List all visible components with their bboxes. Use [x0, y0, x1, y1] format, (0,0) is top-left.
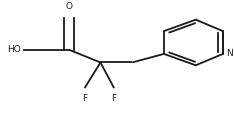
Text: F: F [82, 94, 87, 103]
Text: O: O [65, 2, 72, 11]
Text: HO: HO [7, 45, 21, 54]
Text: N: N [226, 49, 233, 58]
Text: F: F [112, 94, 117, 103]
